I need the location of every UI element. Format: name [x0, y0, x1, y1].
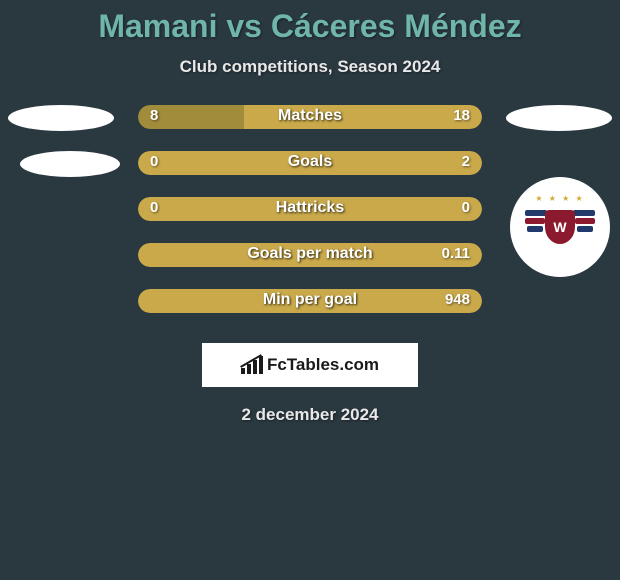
stat-label: Goals per match: [138, 245, 482, 263]
stat-row: 948Min per goal: [0, 289, 620, 335]
date-label: 2 december 2024: [0, 405, 620, 425]
stat-bar: 948Min per goal: [138, 289, 482, 313]
player-left-placeholder-icon: [8, 105, 114, 131]
stat-bar: 0.11Goals per match: [138, 243, 482, 267]
stat-label: Goals: [138, 153, 482, 171]
stat-row: 0.11Goals per match: [0, 243, 620, 289]
page-title: Mamani vs Cáceres Méndez: [0, 8, 620, 45]
stat-bar: 818Matches: [138, 105, 482, 129]
stat-label: Matches: [138, 107, 482, 125]
stat-label: Min per goal: [138, 291, 482, 309]
stat-bar: 02Goals: [138, 151, 482, 175]
player-right-placeholder-icon: [506, 105, 612, 131]
stat-bar: 00Hattricks: [138, 197, 482, 221]
stat-label: Hattricks: [138, 199, 482, 217]
stat-row: 818Matches: [0, 105, 620, 151]
comparison-container: Mamani vs Cáceres Méndez Club competitio…: [0, 0, 620, 425]
club-left-placeholder-icon: [20, 151, 120, 177]
stats-rows: 818Matches 02Goals ★ ★ ★ ★W00Hattricks0.11…: [0, 105, 620, 335]
fctables-label: FcTables.com: [267, 355, 379, 375]
stat-row: ★ ★ ★ ★W00Hattricks: [0, 197, 620, 243]
fctables-icon: [241, 356, 263, 374]
fctables-logo-box[interactable]: FcTables.com: [202, 343, 418, 387]
page-subtitle: Club competitions, Season 2024: [0, 57, 620, 77]
